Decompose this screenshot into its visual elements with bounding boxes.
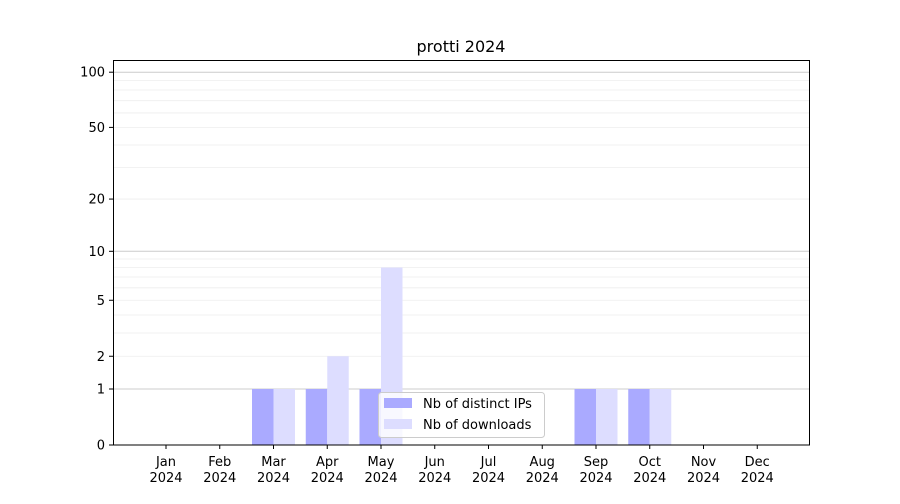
legend-label: Nb of distinct IPs	[423, 397, 532, 412]
y-tick-label: 1	[97, 383, 105, 398]
x-tick-label: Aug 2024	[526, 455, 559, 486]
x-tick-label: Mar 2024	[257, 455, 290, 486]
x-tick-label: Jan 2024	[149, 455, 182, 486]
bar-downloads	[649, 389, 672, 445]
x-tick-label: Dec 2024	[741, 455, 774, 486]
bar-distinct-ips	[359, 389, 381, 445]
plot-frame	[113, 60, 810, 446]
bar-distinct-ips	[305, 389, 328, 445]
x-tick-label: Jun 2024	[418, 455, 451, 486]
bar-downloads	[596, 389, 618, 445]
x-tick-label: Jul 2024	[472, 455, 505, 486]
bar-downloads	[273, 389, 295, 445]
bar-downloads	[327, 356, 349, 445]
bar-distinct-ips	[252, 389, 274, 445]
x-tick-label: Sep 2024	[579, 455, 612, 486]
bar-distinct-ips	[574, 389, 596, 445]
chart-title: protti 2024	[417, 37, 506, 56]
bar-distinct-ips	[628, 389, 650, 445]
y-tick-label: 5	[97, 294, 105, 309]
x-tick-label: Nov 2024	[687, 455, 720, 486]
y-tick-label: 0	[97, 439, 105, 454]
y-tick-label: 10	[88, 245, 105, 260]
y-tick-label: 20	[88, 193, 105, 208]
y-tick-label: 100	[80, 66, 105, 81]
x-tick-label: Apr 2024	[311, 455, 344, 486]
legend-swatch	[384, 398, 412, 408]
legend-swatch	[384, 419, 412, 429]
x-tick-label: May 2024	[364, 455, 397, 486]
y-tick-label: 2	[97, 350, 105, 365]
legend-label: Nb of downloads	[423, 418, 532, 433]
legend	[378, 392, 545, 438]
y-tick-label: 50	[88, 121, 105, 136]
x-tick-label: Feb 2024	[203, 455, 236, 486]
x-tick-label: Oct 2024	[633, 455, 666, 486]
